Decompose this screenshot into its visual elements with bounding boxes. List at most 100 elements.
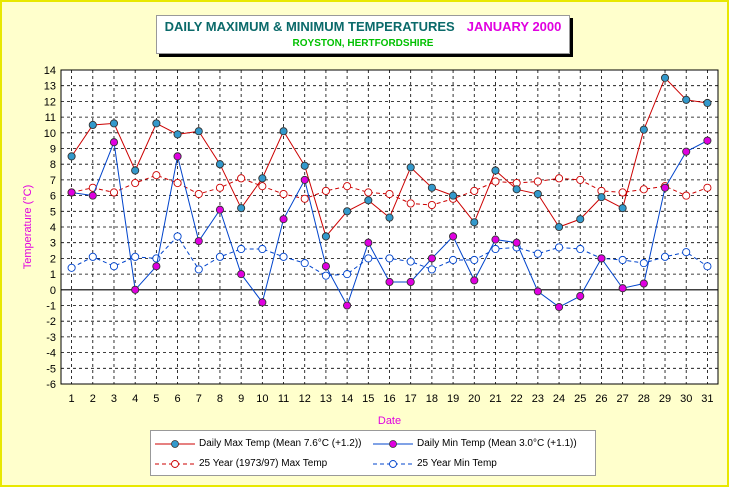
point-25yr-min — [682, 248, 691, 257]
point-daily-max — [173, 130, 182, 139]
point-daily-min — [660, 183, 670, 192]
x-tick-label: 21 — [489, 393, 501, 405]
chart-title-main: DAILY MAXIMUM & MINIMUM TEMPERATURES — [164, 19, 455, 34]
point-daily-max — [258, 174, 267, 183]
point-25yr-min — [237, 244, 246, 254]
point-daily-max — [660, 73, 670, 82]
title-box: DAILY MAXIMUM & MINIMUM TEMPERATURES JANU… — [156, 15, 570, 54]
point-daily-max — [300, 161, 309, 170]
point-daily-max — [321, 232, 330, 241]
point-daily-min — [491, 235, 500, 244]
point-daily-max — [470, 218, 479, 227]
point-daily-max — [597, 193, 606, 202]
point-25yr-max — [682, 191, 691, 200]
x-tick-label: 16 — [383, 393, 395, 405]
y-tick-label: -3 — [46, 332, 56, 344]
point-daily-min — [639, 279, 648, 288]
point-25yr-max — [427, 200, 436, 210]
point-25yr-min — [173, 232, 182, 241]
point-daily-min — [237, 270, 246, 279]
point-daily-max — [491, 166, 500, 175]
legend-label-25yr-max: 25 Year (1973/97) Max Temp — [199, 458, 328, 469]
point-25yr-max — [491, 177, 500, 186]
point-daily-max — [279, 127, 288, 136]
legend-label-daily-min: Daily Min Temp (Mean 3.0°C (+1.1)) — [417, 438, 577, 449]
point-25yr-min — [67, 263, 76, 272]
point-daily-min — [449, 232, 458, 241]
y-tick-label: 11 — [45, 112, 56, 124]
x-tick-label: 11 — [278, 393, 289, 405]
point-25yr-min — [385, 254, 394, 263]
point-25yr-min — [364, 254, 373, 263]
point-daily-min — [597, 254, 606, 263]
point-25yr-max — [237, 174, 246, 183]
x-tick-label: 29 — [659, 393, 671, 405]
point-daily-max — [215, 160, 225, 169]
legend-label-25yr-min: 25 Year Min Temp — [417, 458, 497, 469]
point-daily-min — [109, 138, 119, 147]
x-tick-label: 9 — [238, 393, 244, 405]
point-25yr-min — [279, 252, 288, 261]
point-daily-max — [554, 222, 564, 232]
chart-title: DAILY MAXIMUM & MINIMUM TEMPERATURES JANU… — [157, 19, 569, 34]
y-tick-label: 2 — [50, 253, 56, 265]
y-tick-label: 7 — [50, 175, 56, 187]
y-tick-label: 13 — [44, 81, 56, 93]
point-25yr-min — [258, 244, 267, 254]
x-tick-label: 27 — [617, 393, 629, 405]
y-tick-label: -4 — [46, 348, 56, 360]
point-daily-max — [406, 163, 415, 172]
point-daily-min — [67, 188, 76, 197]
point-daily-max — [152, 119, 161, 128]
point-25yr-min — [109, 262, 119, 271]
y-tick-label: 14 — [44, 65, 56, 77]
x-tick-label: 3 — [111, 393, 117, 405]
y-tick-label: 5 — [50, 206, 56, 218]
point-25yr-max — [385, 189, 394, 199]
point-25yr-min — [449, 255, 458, 265]
point-25yr-max — [152, 171, 161, 180]
chart-subtitle: ROYSTON, HERTFORDSHIRE — [292, 38, 434, 49]
y-tick-label: 9 — [50, 144, 56, 156]
point-25yr-min — [343, 270, 352, 279]
legend-label-daily-max: Daily Max Temp (Mean 7.6°C (+1.2)) — [199, 438, 362, 449]
point-daily-min — [131, 285, 140, 294]
y-tick-label: -1 — [46, 301, 56, 313]
point-daily-min — [512, 238, 521, 247]
point-25yr-max — [618, 188, 627, 197]
point-daily-min — [364, 238, 373, 247]
point-daily-min — [385, 277, 394, 287]
point-daily-max — [364, 196, 373, 205]
point-daily-max — [682, 95, 691, 104]
point-25yr-max — [576, 175, 585, 184]
point-25yr-max — [554, 174, 564, 183]
point-daily-max — [512, 185, 521, 194]
point-25yr-max — [470, 186, 479, 195]
point-25yr-min — [618, 255, 627, 265]
point-daily-max — [385, 213, 394, 222]
x-tick-label: 14 — [341, 393, 353, 405]
point-daily-min — [682, 147, 691, 156]
y-tick-label: 0 — [50, 285, 56, 297]
point-daily-max — [109, 119, 119, 128]
y-tick-label: -5 — [46, 363, 56, 375]
y-tick-label: 12 — [44, 96, 56, 108]
legend-swatch-25yr-min — [373, 460, 413, 468]
point-daily-min — [470, 276, 479, 285]
point-daily-min — [321, 262, 330, 271]
point-daily-min — [194, 237, 203, 246]
point-daily-max — [703, 98, 712, 108]
point-25yr-min — [660, 252, 670, 261]
point-25yr-min — [576, 244, 585, 254]
x-tick-label: 20 — [468, 393, 480, 405]
legend-swatch-daily-max — [155, 440, 195, 448]
x-tick-label: 1 — [69, 393, 75, 405]
y-axis-label: Temperature (°C) — [22, 185, 34, 269]
point-daily-max — [194, 127, 203, 136]
point-25yr-max — [300, 194, 309, 203]
point-25yr-min — [639, 259, 648, 268]
point-daily-min — [343, 301, 352, 310]
x-tick-label: 15 — [362, 393, 374, 405]
x-tick-label: 28 — [638, 393, 650, 405]
y-tick-label: 4 — [50, 222, 56, 234]
